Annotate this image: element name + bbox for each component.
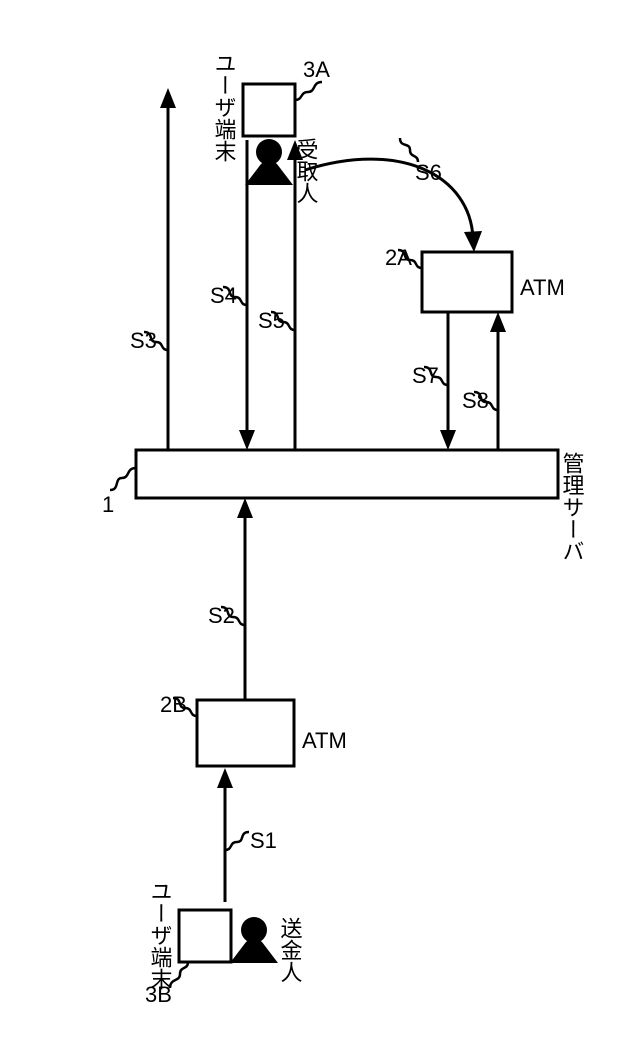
label-s7: S7: [412, 363, 439, 388]
edge-s3: S3: [130, 88, 176, 450]
edge-s7: S7: [412, 312, 456, 450]
label-s4: S4: [210, 283, 237, 308]
node-user-terminal-top: ユーザ端末 3A 受取人: [212, 52, 331, 204]
label-atm-top: ATM: [520, 275, 565, 300]
edge-s1: S1: [217, 768, 277, 902]
user-icon-bottom: [230, 917, 278, 963]
ref-3a: 3A: [303, 57, 330, 82]
edge-s8: S8: [462, 312, 506, 450]
label-user-terminal-bottom: ユーザ端末: [148, 880, 173, 990]
label-s1: S1: [250, 828, 277, 853]
ref-1: 1: [102, 492, 114, 517]
ref-2b: 2B: [160, 692, 187, 717]
label-s5: S5: [258, 308, 285, 333]
label-s8: S8: [462, 388, 489, 413]
ref-2a: 2A: [385, 245, 412, 270]
node-server: 1 管理サーバ: [102, 450, 585, 562]
label-user-terminal-top: ユーザ端末: [212, 52, 237, 162]
label-sender: 送金人: [278, 917, 303, 983]
edge-s2: S2: [208, 498, 253, 700]
label-s2: S2: [208, 603, 235, 628]
label-atm-bottom: ATM: [302, 728, 347, 753]
user-icon-top: [245, 139, 293, 185]
node-atm-top: ATM 2A: [385, 245, 565, 312]
label-s6: S6: [415, 160, 442, 185]
node-atm-bottom: ATM 2B: [160, 692, 347, 766]
edge-s6: S6: [305, 138, 482, 252]
label-s3: S3: [130, 328, 157, 353]
label-server: 管理サーバ: [560, 452, 585, 562]
ref-3b: 3B: [145, 982, 172, 1007]
edge-s4: S4: [210, 140, 255, 450]
edge-s5: S5: [258, 140, 303, 450]
diagram-canvas: 1 管理サーバ ユーザ端末 3A 受取人 ATM 2A ATM 2B ユーザ端末: [0, 0, 640, 1064]
